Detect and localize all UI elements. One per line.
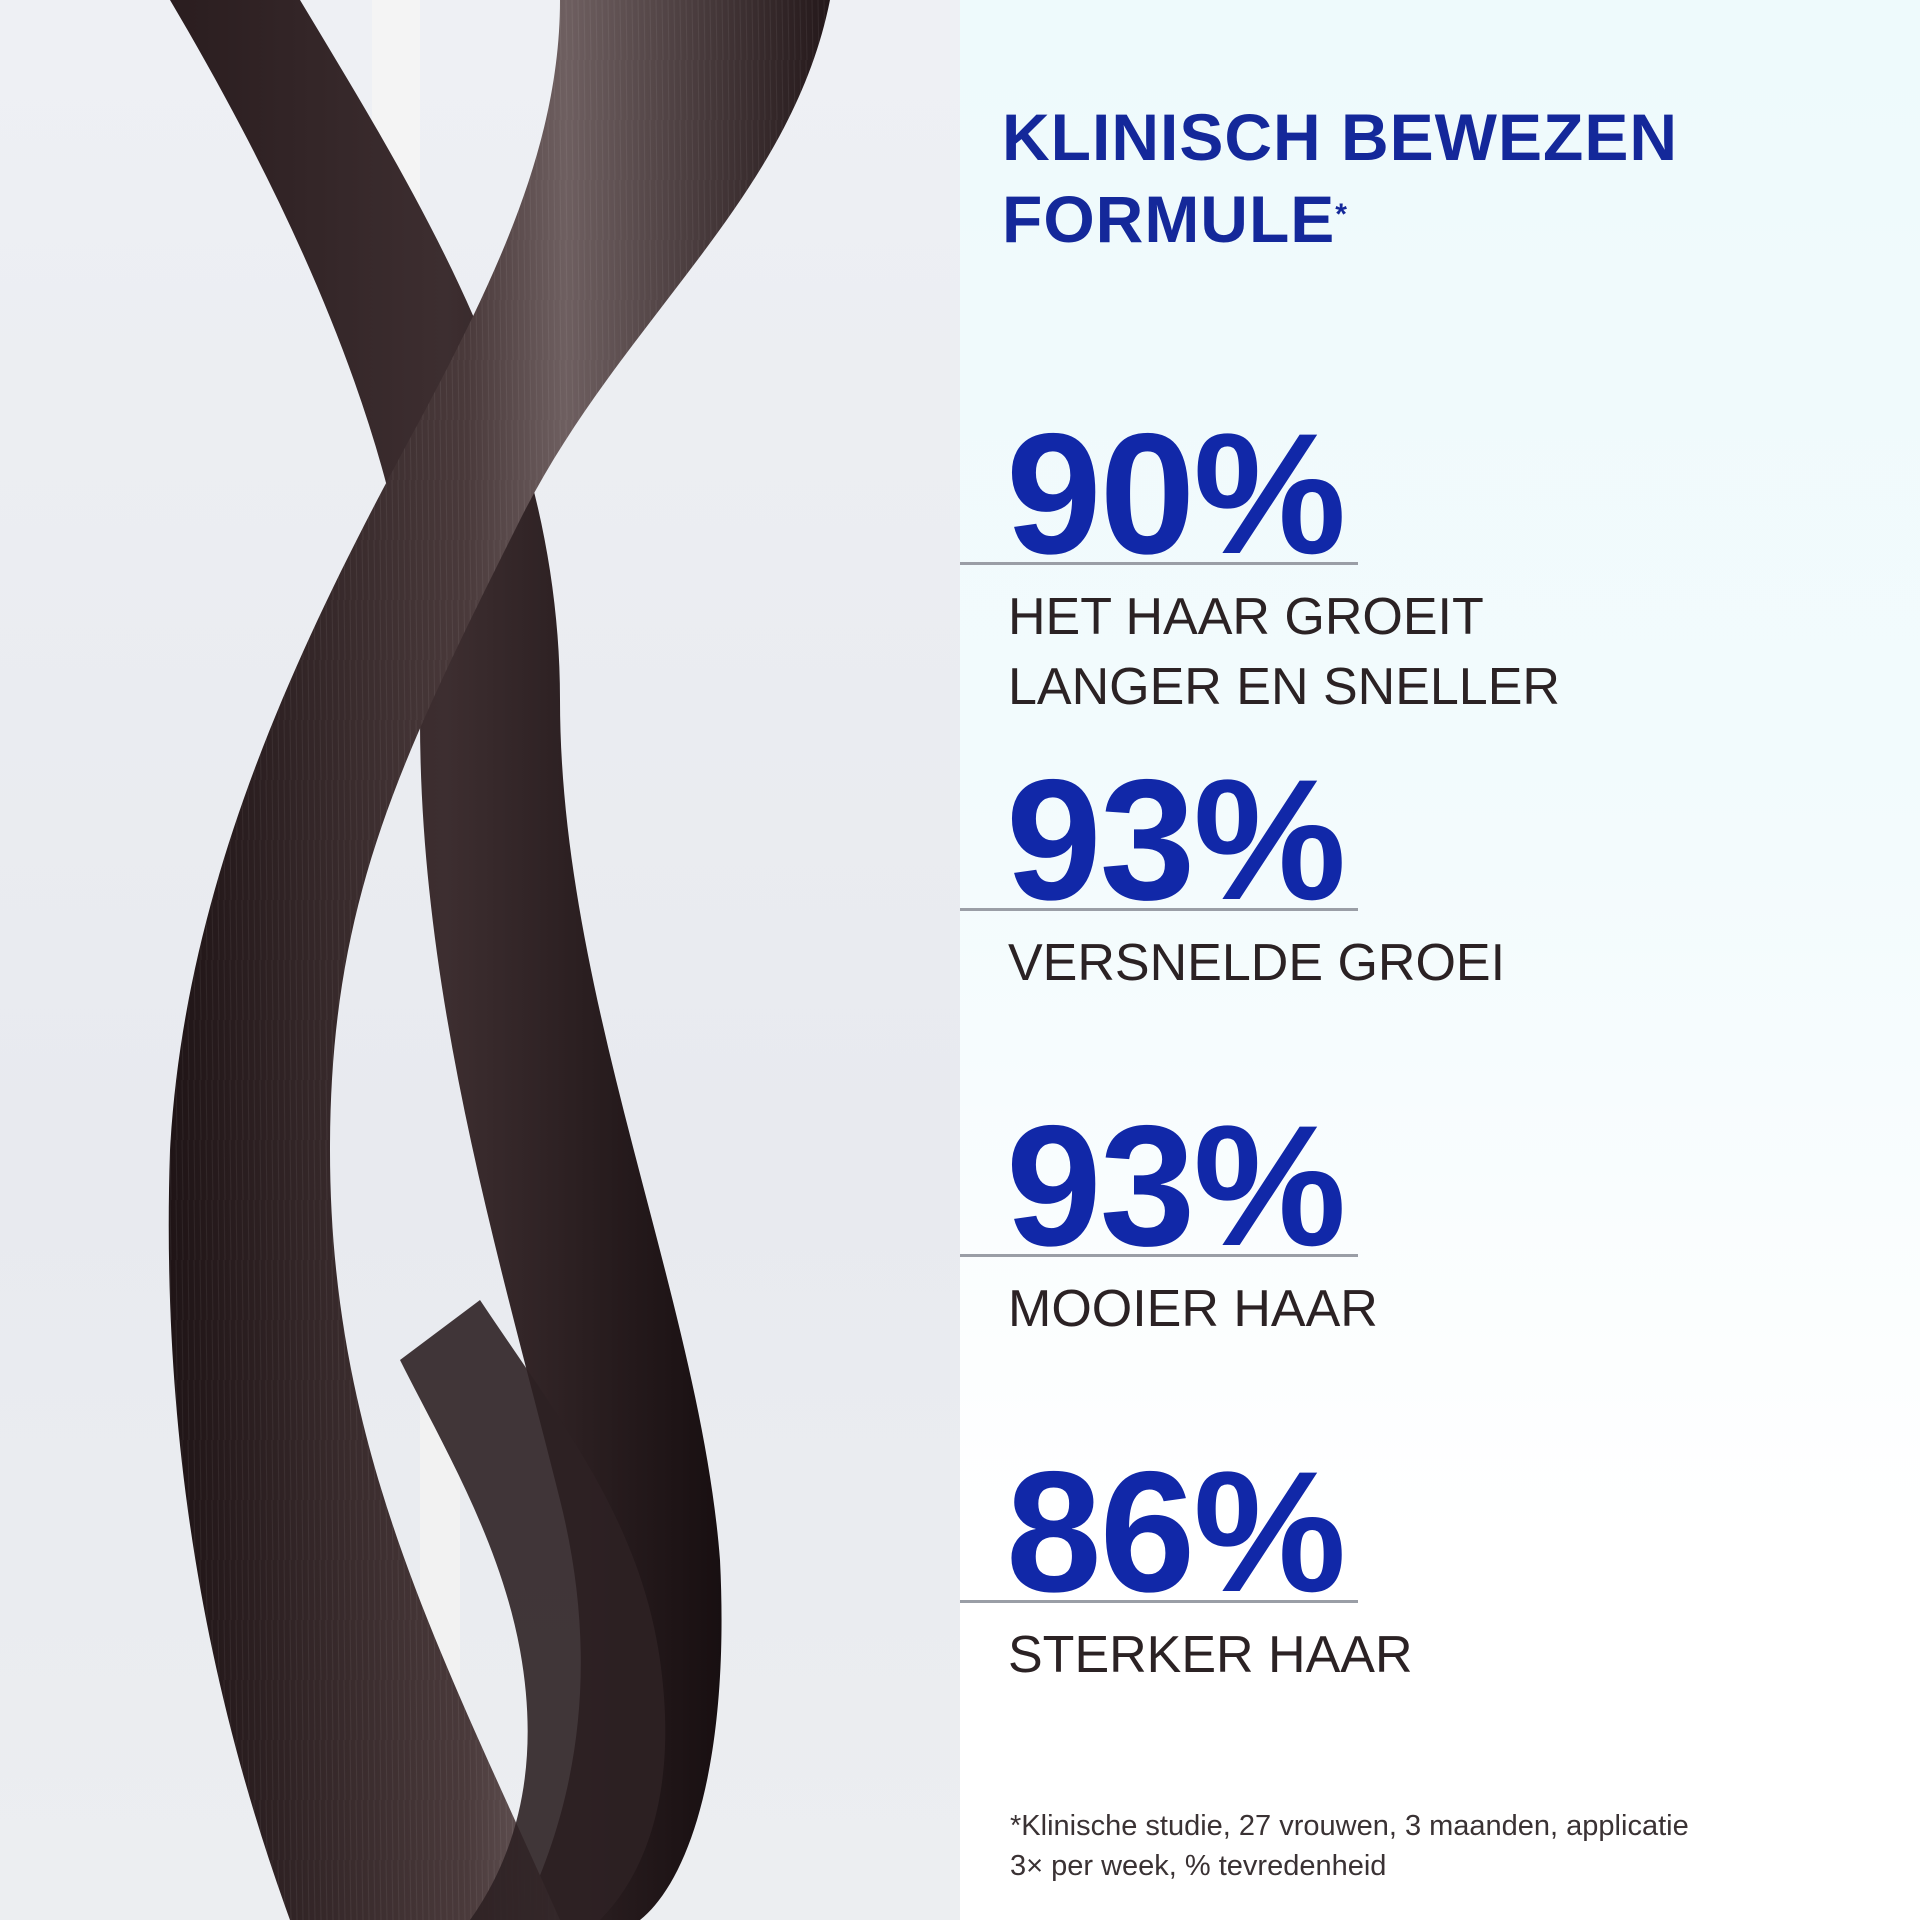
title-line-2: FORMULE xyxy=(1002,182,1336,256)
hair-image-panel xyxy=(0,0,960,1920)
claims-panel: KLINISCH BEWEZEN FORMULE* 90% HET HAAR G… xyxy=(960,0,1920,1920)
divider xyxy=(960,562,1358,565)
stat-label: VERSNELDE GROEI xyxy=(1008,934,1506,992)
stat-percentage: 90% xyxy=(1006,398,1346,590)
divider xyxy=(960,908,1358,911)
footnote: *Klinische studie, 27 vrouwen, 3 maanden… xyxy=(1010,1810,1689,1882)
title-line-1: KLINISCH BEWEZEN xyxy=(1002,100,1678,174)
stat-label: HET HAAR GROEIT LANGER EN SNELLER xyxy=(1008,588,1560,716)
stat-percentage: 93% xyxy=(1006,1090,1346,1282)
title-asterisk: * xyxy=(1335,198,1348,231)
twisted-hair-illustration xyxy=(168,0,830,1920)
divider xyxy=(960,1254,1358,1257)
stat-label: MOOIER HAAR xyxy=(1008,1280,1378,1338)
page-title: KLINISCH BEWEZEN FORMULE* xyxy=(1002,96,1678,260)
stat-percentage: 93% xyxy=(1006,744,1346,936)
stat-percentage: 86% xyxy=(1006,1436,1346,1628)
divider xyxy=(960,1600,1358,1603)
stat-label: STERKER HAAR xyxy=(1008,1626,1413,1684)
